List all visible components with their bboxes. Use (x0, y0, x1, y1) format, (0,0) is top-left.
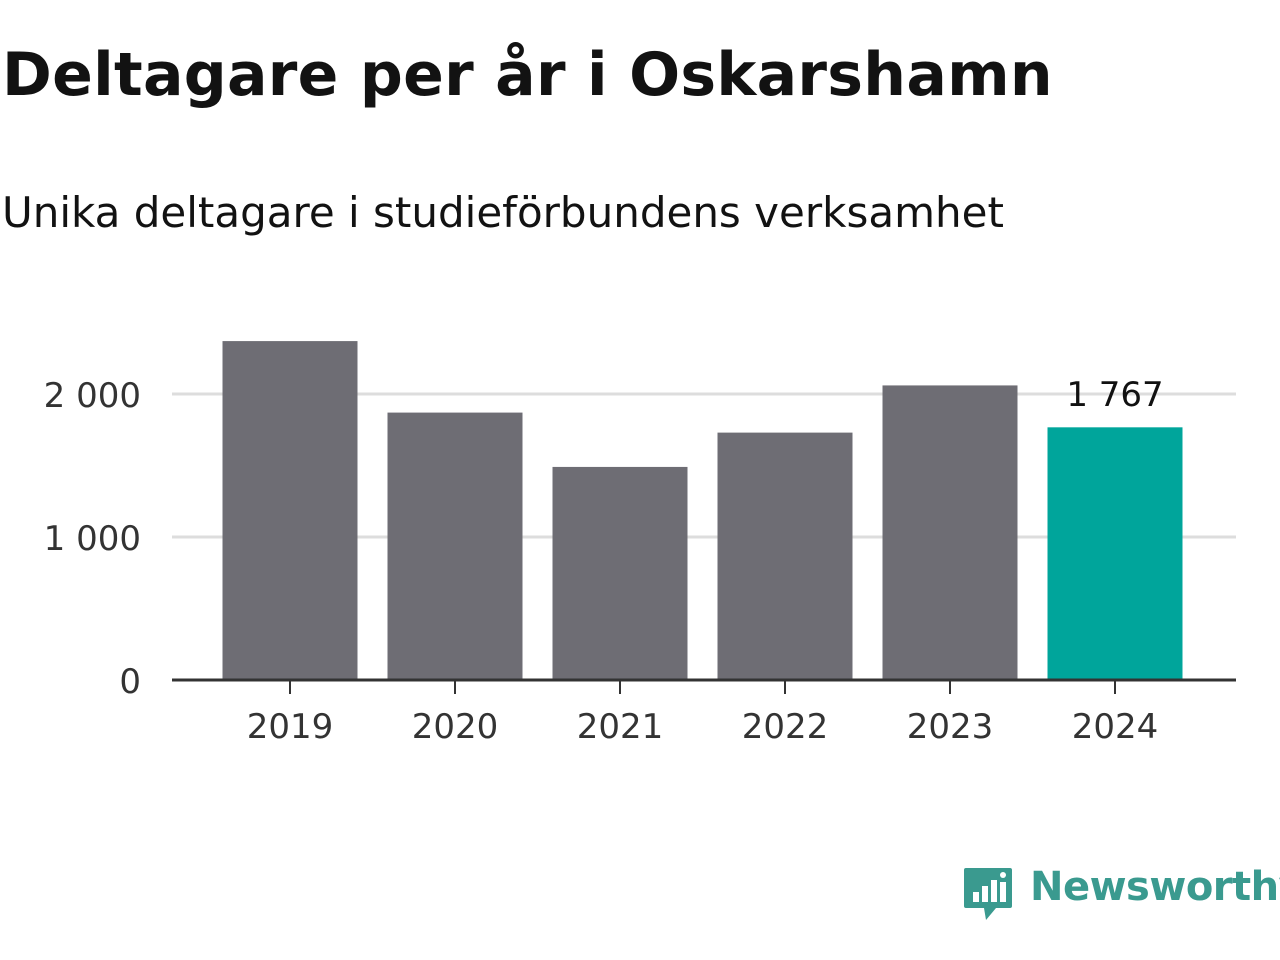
x-tick-label: 2023 (907, 707, 994, 747)
y-tick-label: 2 000 (44, 376, 141, 416)
chart-title: Deltagare per år i Oskarshamn (2, 40, 1053, 110)
bar (222, 341, 358, 680)
bar (717, 432, 853, 680)
bar (387, 412, 523, 680)
x-tick-label: 2021 (577, 707, 664, 747)
bar (1047, 427, 1183, 680)
x-tick-label: 2020 (412, 707, 499, 747)
x-tick-label: 2019 (247, 707, 334, 747)
y-tick-label: 1 000 (44, 519, 141, 559)
brand-name: Newsworthy (1030, 864, 1280, 910)
newsworthy-logo-icon (964, 868, 1012, 920)
bar (882, 385, 1018, 680)
bar (552, 466, 688, 680)
chart-subtitle: Unika deltagare i studieförbundens verks… (2, 188, 1004, 237)
data-label: 1 767 (1066, 375, 1163, 415)
x-tick-label: 2024 (1072, 707, 1159, 747)
y-tick-label: 0 (119, 662, 141, 702)
x-tick-label: 2022 (742, 707, 829, 747)
brand-logo: Newsworthy (962, 862, 1280, 928)
